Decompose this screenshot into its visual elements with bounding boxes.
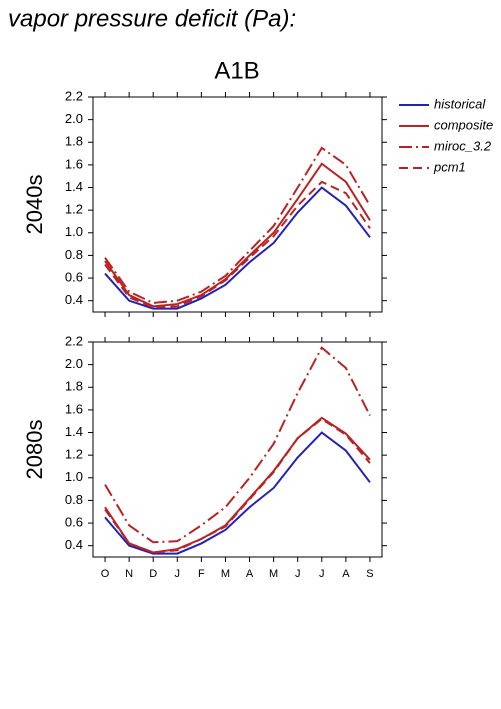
y-tick-label: 0.6: [65, 514, 83, 529]
y-axis-label: 2040s: [22, 175, 47, 235]
y-tick-label: 1.0: [65, 469, 83, 484]
y-tick-label: 1.0: [65, 224, 83, 239]
chart-title: A1B: [214, 57, 259, 84]
series-line: [104, 180, 371, 309]
y-tick-label: 1.2: [65, 202, 83, 217]
series-line: [104, 346, 371, 544]
y-tick-label: 0.4: [65, 292, 83, 307]
y-tick-label: 1.2: [65, 447, 83, 462]
x-tick-label: J: [175, 568, 181, 580]
series-line: [104, 162, 371, 308]
y-tick-label: 2.2: [65, 88, 83, 103]
y-tick-label: 2.0: [65, 111, 83, 126]
page-title: vapor pressure deficit (Pa):: [8, 5, 296, 32]
series-line: [104, 186, 371, 310]
y-tick-label: 1.8: [65, 379, 83, 394]
y-tick-label: 1.4: [65, 179, 83, 194]
y-tick-label: 0.4: [65, 537, 83, 552]
y-tick-label: 1.4: [65, 424, 83, 439]
y-tick-label: 0.8: [65, 247, 83, 262]
plot-frame: [92, 96, 383, 313]
x-tick-label: D: [149, 568, 157, 580]
plot-frame: [92, 341, 383, 558]
y-tick-label: 1.8: [65, 134, 83, 149]
y-tick-label: 1.6: [65, 156, 83, 171]
series-line: [104, 146, 371, 304]
y-tick-label: 2.2: [65, 333, 83, 348]
legend-label: pcm1: [433, 159, 466, 174]
x-tick-label: O: [101, 568, 110, 580]
y-tick-label: 0.6: [65, 269, 83, 284]
x-tick-label: J: [319, 568, 325, 580]
x-tick-label: M: [269, 568, 278, 580]
y-tick-label: 2.0: [65, 356, 83, 371]
y-tick-label: 1.6: [65, 401, 83, 416]
x-tick-label: F: [198, 568, 205, 580]
x-tick-label: N: [125, 568, 133, 580]
x-tick-label: J: [295, 568, 301, 580]
series-line: [104, 431, 371, 555]
x-tick-label: A: [246, 568, 254, 580]
y-axis-label: 2080s: [22, 420, 47, 480]
legend-label: miroc_3.2: [434, 138, 492, 153]
x-tick-label: S: [366, 568, 373, 580]
series-line: [104, 417, 371, 554]
x-tick-label: A: [342, 568, 350, 580]
y-tick-label: 0.8: [65, 492, 83, 507]
legend-label: historical: [434, 96, 486, 111]
legend-label: composite: [434, 117, 493, 132]
x-tick-label: M: [221, 568, 230, 580]
